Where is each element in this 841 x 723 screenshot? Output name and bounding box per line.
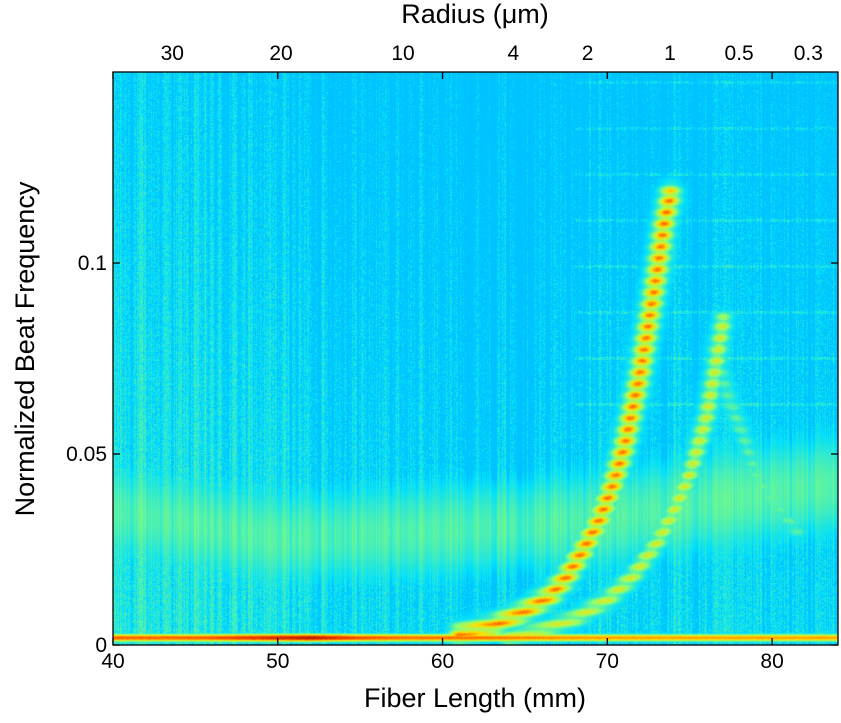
x-tick-label: 40	[101, 650, 124, 673]
x-tick-label: 70	[596, 650, 619, 673]
top-tick-label: 2	[582, 42, 594, 65]
top-tick-label: 1	[664, 42, 676, 65]
top-radius-axis: 30 20 10 4 2 1 0.5 0.3	[161, 42, 823, 65]
top-tick-label: 0.3	[794, 42, 823, 65]
y-tick-label: 0.1	[78, 252, 107, 275]
heatmap-area	[113, 72, 838, 645]
x-axis-title: Fiber Length (mm)	[364, 683, 586, 713]
top-tick-label: 0.5	[725, 42, 754, 65]
top-tick-label: 4	[508, 42, 520, 65]
y-axis-title: Normalized Beat Frequency	[10, 181, 40, 516]
x-tick-label: 80	[760, 650, 783, 673]
y-tick-label: 0	[95, 634, 107, 657]
top-axis-title: Radius (μm)	[401, 0, 549, 29]
heatmap-image	[113, 72, 838, 645]
top-tick-label: 10	[391, 42, 414, 65]
y-tick-label: 0.05	[66, 443, 107, 466]
y-axis: 0 0.05 0.1	[66, 252, 838, 657]
x-tick-label: 50	[266, 650, 289, 673]
top-tick-label: 30	[161, 42, 184, 65]
x-tick-label: 60	[431, 650, 454, 673]
x-axis: 40 50 60 70 80	[101, 72, 784, 673]
top-tick-label: 20	[269, 42, 292, 65]
plot-frame	[112, 71, 839, 646]
